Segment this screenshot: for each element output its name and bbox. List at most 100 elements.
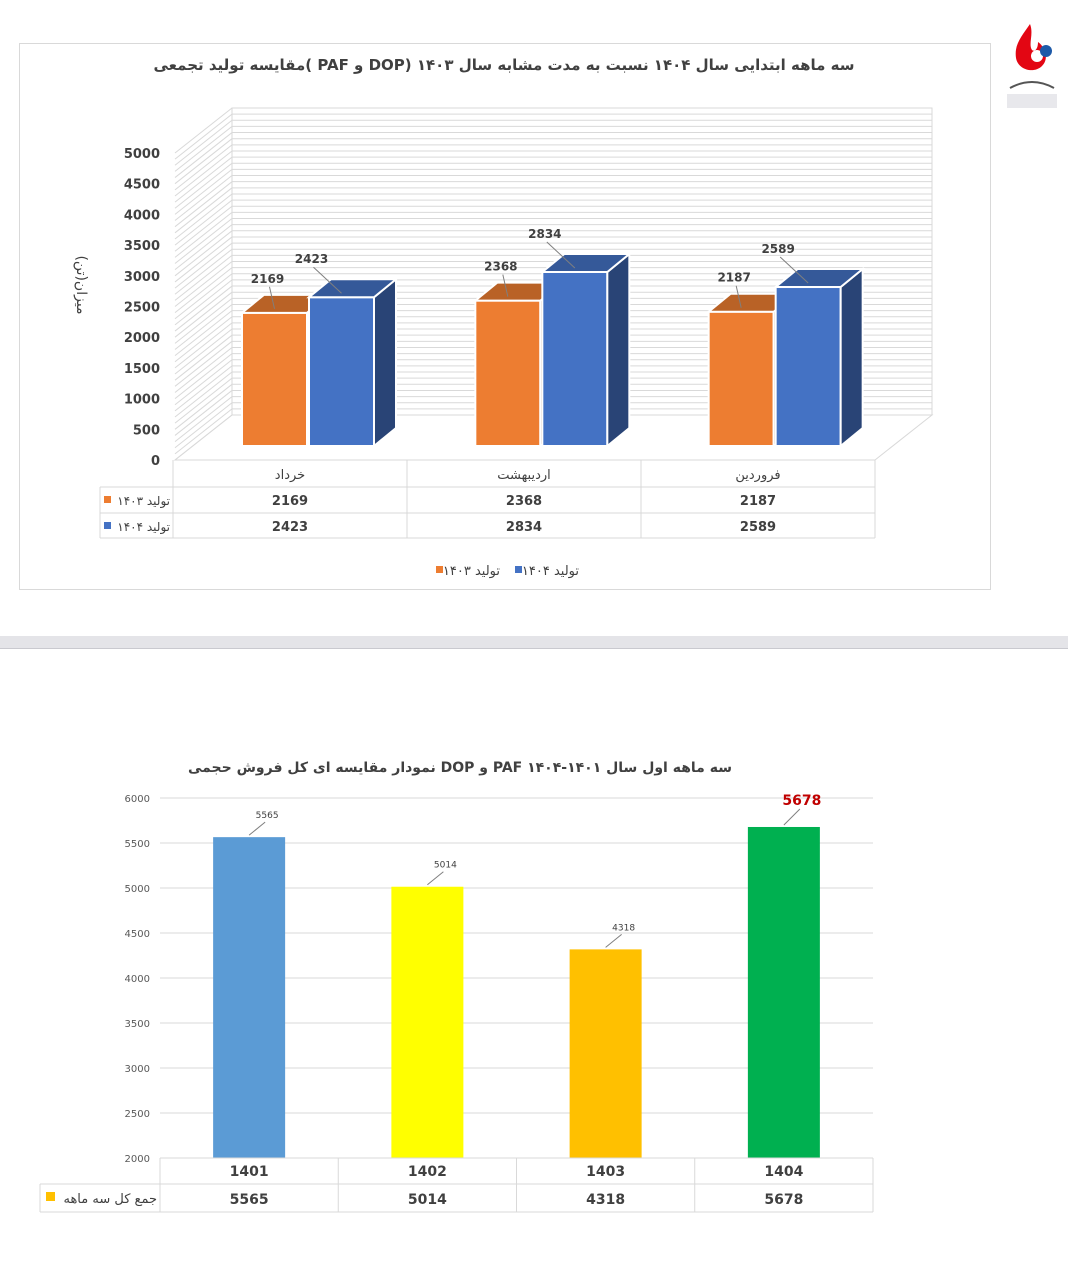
chart1-gridline — [174, 181, 233, 228]
chart1-gridline — [174, 365, 233, 412]
chart2-data-label: 5014 — [434, 861, 457, 871]
chart1-ytick-label: 1500 — [124, 362, 160, 377]
chart1-gridline — [174, 353, 233, 399]
chart1-ytick-label: 5000 — [124, 147, 160, 162]
chart2-bar — [391, 886, 464, 1158]
chart1-bar — [308, 296, 375, 448]
chart1-gridline — [174, 267, 233, 314]
chart1-gridline — [174, 199, 233, 246]
chart1-leader-line — [269, 286, 275, 309]
chart1-gridline — [174, 285, 233, 332]
chart1-gridline — [174, 193, 233, 240]
chart1-gridline — [174, 156, 233, 203]
chart2-table-value: 5014 — [408, 1192, 447, 1208]
chart1-bar-side — [373, 277, 397, 449]
chart1-table-value: 2589 — [740, 520, 776, 535]
chart1-gridline — [174, 297, 233, 344]
chart1-ytick-label: 1000 — [124, 393, 160, 408]
chart1-legend-key — [515, 566, 522, 573]
chart1-gridline — [174, 113, 233, 160]
chart1-legend-label: تولید ۱۴۰۴ — [522, 564, 579, 579]
chart1-table-value: 2368 — [506, 494, 542, 509]
chart1-table-legend-key — [104, 496, 111, 503]
chart1-gridline — [174, 414, 233, 461]
chart2-ytick-label: 5000 — [125, 884, 150, 895]
chart1-gridline — [174, 169, 233, 215]
chart2-table-value: 5565 — [230, 1192, 269, 1208]
chart1-gridline — [174, 390, 233, 436]
chart1-gridline — [174, 224, 233, 271]
chart2-ytick-label: 2000 — [125, 1154, 150, 1165]
chart1-gridline — [174, 340, 233, 387]
chart2-table-legend-key — [46, 1192, 55, 1201]
company-logo — [1004, 18, 1060, 110]
chart2-table-series-name: جمع کل سه ماهه — [63, 1192, 157, 1207]
chart1-gridline — [174, 126, 233, 172]
chart1-table-series-name: تولید ۱۴۰۳ — [117, 494, 170, 509]
chart1-legend-label: تولید ۱۴۰۳ — [443, 564, 500, 579]
chart1-gridline — [174, 248, 233, 295]
chart2-svg: 2000 2500 3000 3500 4000 4500 5000 5500 6000 5565… — [39, 793, 874, 1213]
chart1-gridline — [174, 205, 233, 252]
chart2-ytick-label: 3500 — [125, 1019, 150, 1030]
chart1-leader-line — [546, 241, 576, 269]
chart1-leader-line — [502, 274, 509, 297]
chart1-gridline — [174, 279, 233, 326]
chart1-gridline — [174, 107, 233, 154]
chart1-table-value: 2423 — [272, 520, 308, 535]
chart1-gridline — [174, 261, 233, 307]
chart1-ylabel: میزان(تن) — [73, 255, 89, 314]
chart1-gridline — [174, 334, 233, 381]
chart1-gridline — [174, 304, 233, 350]
chart2-category-label: 1404 — [764, 1164, 803, 1180]
chart1-ytick-label: 2500 — [124, 301, 160, 316]
chart2-leader-line — [605, 933, 622, 948]
chart1-gridline — [174, 175, 233, 221]
chart1-gridline — [174, 162, 233, 209]
chart1-bar — [241, 311, 308, 447]
chart1-gridline — [174, 211, 233, 258]
chart1-table-legend-key — [104, 522, 111, 529]
chart1-gridline — [174, 316, 233, 363]
chart2-data-label: 5565 — [256, 811, 279, 821]
chart1-ytick-label: 4000 — [124, 208, 160, 223]
chart2-ytick-label: 2500 — [125, 1109, 150, 1120]
chart2-bar — [747, 826, 820, 1158]
chart2-table-value: 4318 — [586, 1192, 625, 1208]
chart2-ytick-label: 4500 — [125, 929, 150, 940]
chart1-data-label: 2589 — [761, 242, 794, 256]
chart1-table-value: 2834 — [506, 520, 542, 535]
chart2-category-label: 1401 — [230, 1164, 269, 1180]
chart1-bar — [774, 286, 842, 447]
chart1-legend-key — [436, 566, 443, 573]
chart1-ytick-label: 2000 — [124, 331, 160, 346]
chart2-ytick-label: 4000 — [125, 974, 150, 985]
chart1-ytick-label: 500 — [133, 423, 160, 438]
chart2-title: نمودار مقایسه ای کل فروش حجمی DOP و PAF … — [188, 760, 732, 776]
chart1-gridline — [174, 138, 233, 185]
chart1-ytick-label: 3000 — [124, 270, 160, 285]
chart1-leader-line — [779, 256, 809, 284]
chart1-gridline — [174, 150, 233, 197]
chart1-gridline — [174, 254, 233, 301]
chart1-category-label: اردیبهشت — [497, 468, 551, 483]
chart1-data-label: 2187 — [717, 271, 750, 285]
chart1-gridline — [174, 273, 233, 320]
chart1-leader-line — [735, 285, 742, 308]
chart1-gridline — [174, 144, 233, 191]
chart1-gridline — [174, 371, 233, 418]
chart2-bar — [569, 949, 642, 1158]
chart1-gridline — [174, 187, 233, 234]
chart1-category-label: خرداد — [275, 468, 305, 483]
chart1-bar — [707, 310, 775, 447]
chart1-table-series-name: تولید ۱۴۰۴ — [117, 520, 170, 535]
chart1-table-value: 2169 — [272, 494, 308, 509]
section-divider — [0, 636, 1068, 649]
chart1-gridline — [174, 377, 233, 424]
chart1-gridline — [174, 383, 233, 430]
chart1-gridline — [174, 359, 233, 406]
chart1-bar — [474, 299, 542, 447]
chart1-ytick-label: 0 — [151, 454, 160, 469]
chart1-svg: 0 500 1000 1500 2000 2500 3000 3500 4000 4500 5000… — [73, 107, 934, 579]
chart1-gridline — [174, 218, 233, 264]
